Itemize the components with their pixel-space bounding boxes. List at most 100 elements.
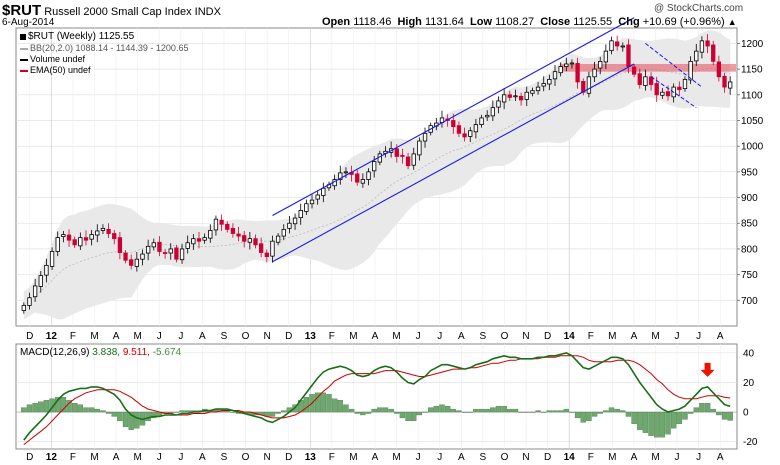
candle-up [547, 78, 552, 85]
macd-histogram-bar [507, 408, 513, 413]
candle [728, 76, 733, 95]
candle [468, 127, 473, 143]
candle-up [552, 71, 558, 80]
candle [213, 215, 219, 236]
x-tick-label: M [349, 331, 357, 342]
candle [49, 247, 55, 270]
candle-up [609, 40, 614, 52]
legend-volume-text: Volume undef [30, 54, 86, 64]
candle [524, 86, 529, 107]
candle [259, 237, 264, 258]
macd-histogram-bar [405, 411, 411, 422]
legend-price-text: $RUT (Weekly) 1125.55 [28, 31, 135, 42]
candle [264, 249, 269, 263]
macd-histogram-bar [416, 411, 423, 416]
candle-down [462, 133, 467, 138]
price-y-tick-label: 1100 [741, 90, 763, 101]
legend-bb-swatch [20, 47, 28, 50]
macd-histogram-bar [710, 408, 716, 413]
candle [564, 57, 569, 72]
chart-title: $RUT Russell 2000 Small Cap Index INDX [2, 2, 221, 19]
macd-histogram-bar [134, 411, 140, 429]
macd-histogram-bar [597, 411, 603, 414]
candle-up [569, 62, 575, 65]
candle [496, 96, 501, 114]
candle [558, 62, 563, 77]
x-tick-label: 12 [46, 331, 58, 342]
candle [83, 230, 89, 246]
macd-histogram-bar [371, 408, 377, 413]
candles [21, 34, 733, 314]
legend-price-swatch [20, 33, 26, 40]
candle [722, 72, 727, 93]
macd-histogram-bar [461, 411, 468, 413]
candle [112, 229, 117, 245]
macd-line [23, 352, 731, 441]
candle [157, 236, 162, 257]
candle-up [49, 251, 55, 267]
macd-histogram-bar [687, 411, 694, 414]
candle [541, 76, 546, 92]
candle-up [281, 229, 286, 237]
x-tick-label: J [437, 331, 442, 342]
macd-histogram-bar [337, 400, 343, 413]
candle-down [230, 227, 236, 234]
macd-histogram-bar [151, 411, 157, 419]
x-tick-label: F [329, 331, 335, 342]
exchange: INDX [194, 6, 221, 18]
stockcharts-watermark: @ StockCharts.com [654, 3, 744, 14]
macd-histogram-bar [230, 411, 236, 413]
macd-histogram-bar [699, 403, 705, 413]
macd-histogram-bar [275, 411, 281, 414]
candle [145, 239, 151, 261]
candle-down [174, 247, 179, 260]
macd-histogram-bar [179, 410, 185, 413]
candle [575, 57, 580, 89]
candle-up [513, 95, 518, 98]
macd-histogram-bar [422, 411, 428, 413]
candle-up [490, 107, 495, 117]
candle-down [123, 252, 128, 261]
down-arrow-icon [700, 362, 715, 377]
macd-histogram-bar [467, 411, 473, 413]
candle [688, 56, 693, 85]
candle-up [422, 132, 428, 142]
candle-down [106, 229, 111, 234]
macd-histogram-bar [473, 408, 479, 413]
candle-up [699, 40, 705, 53]
x-tick-label: M [349, 452, 357, 463]
high-label: High [397, 16, 422, 28]
x-tick-label: J [416, 331, 421, 342]
x-tick-label: J [675, 331, 680, 342]
histogram-value: -5.674 [152, 347, 182, 358]
x-tick-label: D [544, 331, 551, 342]
ohlc-readout: Open 1118.46 High 1131.64 Low 1108.27 Cl… [322, 16, 737, 28]
macd-y-tick-label: 20 [743, 378, 755, 389]
candle [598, 56, 603, 75]
macd-histogram-bar [501, 405, 507, 413]
macd-y-tick-label: 0 [743, 408, 749, 419]
candle [287, 216, 292, 234]
candle [21, 302, 26, 314]
x-tick-label: J [437, 452, 442, 463]
candle-up [586, 76, 592, 94]
x-tick-label: J [157, 452, 162, 463]
candle-up [372, 161, 377, 172]
macd-histogram-bar [314, 392, 321, 413]
macd-histogram-bar [721, 411, 728, 420]
candle-up [89, 234, 94, 240]
macd-histogram-bar [659, 411, 666, 438]
macd-histogram-bar [348, 408, 355, 413]
candle [106, 223, 111, 239]
candle [208, 224, 213, 243]
candle [338, 165, 343, 185]
macd-histogram-bar [484, 408, 490, 413]
candle [292, 213, 298, 230]
candle [78, 232, 83, 250]
candle-up [682, 78, 688, 90]
down-arrow-shape [700, 362, 715, 377]
macd-y-tick-label: 40 [743, 348, 755, 359]
macd-histogram-bar [32, 403, 38, 413]
macd-histogram-bar [303, 397, 310, 413]
bollinger-band-fill [23, 30, 731, 320]
